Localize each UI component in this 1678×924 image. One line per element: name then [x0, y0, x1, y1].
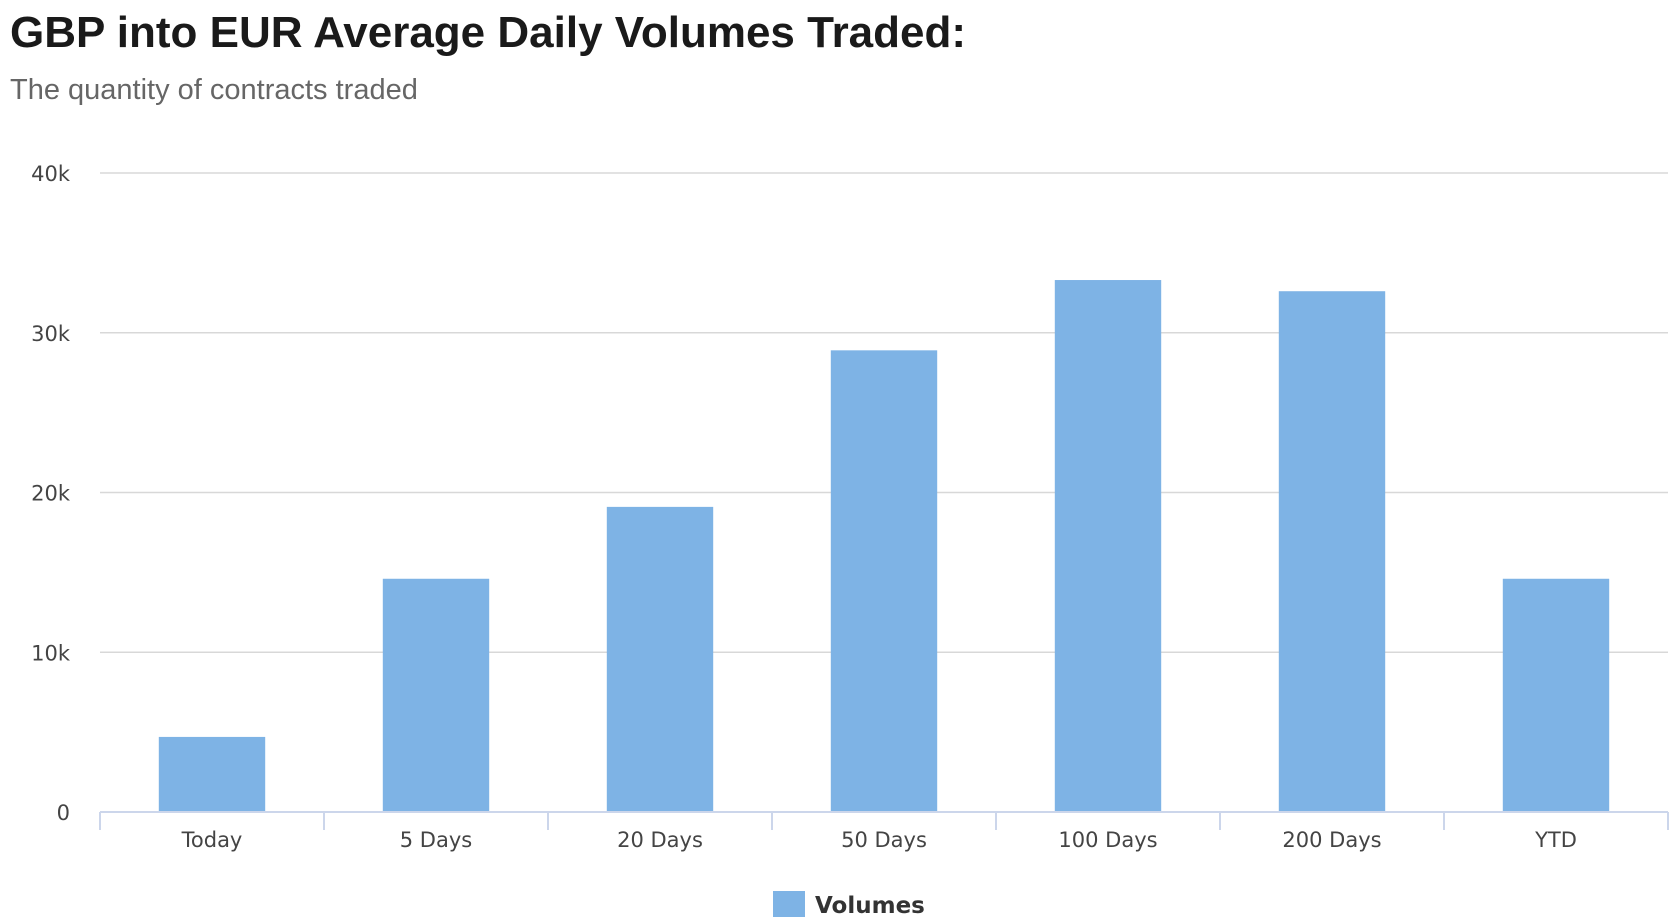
x-tick-label: 20 Days — [617, 828, 703, 852]
bar-5-days[interactable] — [382, 578, 490, 812]
x-axis: Today 5 Days 20 Days 50 Days 100 Days 200 Day… — [99, 811, 1669, 852]
chart-title: GBP into EUR Average Daily Volumes Trade… — [10, 8, 967, 57]
bar-ytd[interactable] — [1502, 578, 1610, 812]
y-tick-label: 0 — [57, 801, 70, 825]
y-tick-label: 30k — [31, 322, 71, 346]
chart-subtitle: The quantity of contracts traded — [10, 74, 418, 106]
x-tick-label: YTD — [1534, 828, 1577, 852]
bar-20-days[interactable] — [606, 506, 714, 812]
bar-100-days[interactable] — [1054, 280, 1162, 813]
x-tick-label: 5 Days — [400, 828, 472, 852]
y-tick-label: 10k — [31, 641, 71, 665]
y-axis-ticks: 0 10k 20k 30k 40k — [31, 162, 71, 825]
bar-200-days[interactable] — [1278, 291, 1386, 813]
bar-today[interactable] — [158, 736, 266, 812]
x-tick-label: Today — [181, 828, 243, 852]
bar-50-days[interactable] — [830, 350, 938, 812]
y-tick-label: 20k — [31, 482, 71, 506]
y-tick-label: 40k — [31, 162, 71, 186]
x-tick-label: 100 Days — [1058, 828, 1157, 852]
x-tick-label: 50 Days — [841, 828, 927, 852]
x-tick-label: 200 Days — [1282, 828, 1381, 852]
bars — [158, 280, 1610, 813]
legend-label[interactable]: Volumes — [815, 893, 925, 919]
legend-swatch[interactable] — [773, 891, 805, 917]
legend[interactable]: Volumes — [773, 891, 925, 919]
